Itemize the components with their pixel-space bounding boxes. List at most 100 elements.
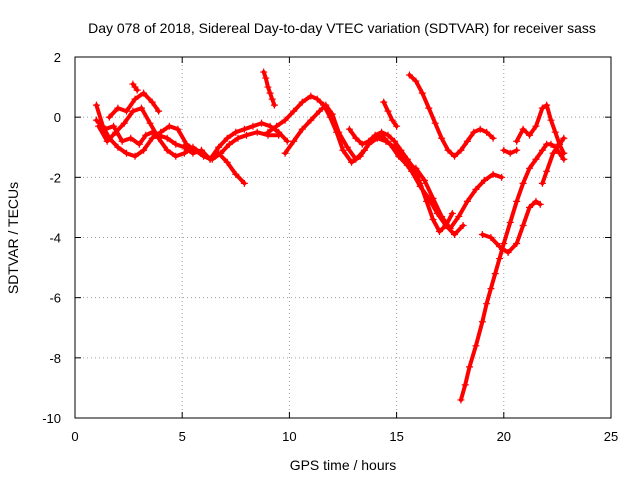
data-point-marker — [127, 134, 135, 142]
y-tick-label: 2 — [54, 50, 61, 65]
data-point-marker — [463, 197, 471, 205]
data-point-marker — [114, 104, 122, 112]
data-point-marker — [232, 170, 240, 178]
data-point-marker — [328, 110, 336, 118]
data-point-marker — [343, 143, 351, 151]
data-point-marker — [315, 107, 323, 115]
data-point-marker — [163, 146, 171, 154]
data-point-marker — [273, 122, 281, 130]
data-point-marker — [182, 140, 190, 148]
x-tick-label: 0 — [71, 429, 78, 444]
data-point-marker — [348, 158, 356, 166]
data-point-marker — [532, 122, 540, 130]
data-point-marker — [455, 212, 463, 220]
data-point-marker — [352, 134, 360, 142]
data-point-marker — [442, 221, 450, 229]
data-point-marker — [223, 158, 231, 166]
data-point-marker — [472, 342, 480, 350]
data-point-marker — [371, 131, 379, 139]
data-point-marker — [506, 218, 514, 226]
data-point-marker — [500, 146, 508, 154]
data-point-marker — [197, 149, 205, 157]
series-sat-k — [405, 71, 497, 160]
data-point-marker — [418, 89, 426, 97]
chart-title: Day 078 of 2018, Sidereal Day-to-day VTE… — [88, 20, 596, 36]
data-point-marker — [386, 140, 394, 148]
x-tick-label: 5 — [179, 429, 186, 444]
data-point-marker — [380, 98, 388, 106]
data-point-marker — [148, 98, 156, 106]
data-point-marker — [483, 300, 491, 308]
data-point-marker — [519, 179, 527, 187]
series-sat-c — [95, 104, 291, 163]
series-sat-n — [500, 146, 521, 157]
data-point-marker — [547, 140, 555, 148]
data-point-marker — [365, 137, 373, 145]
data-point-marker — [206, 155, 214, 163]
data-point-marker — [135, 140, 143, 148]
data-point-marker — [268, 95, 276, 103]
data-point-marker — [223, 134, 231, 142]
data-point-marker — [538, 179, 546, 187]
data-point-marker — [496, 255, 504, 263]
data-point-marker — [465, 363, 473, 371]
data-point-marker — [122, 149, 130, 157]
data-point-marker — [290, 137, 298, 145]
series-sat-l — [457, 140, 568, 404]
series-sat-p — [538, 134, 568, 187]
y-tick-label: -6 — [49, 291, 61, 306]
data-point-marker — [438, 212, 446, 220]
data-point-marker — [253, 128, 261, 136]
data-point-marker — [498, 173, 506, 181]
data-point-marker — [352, 155, 360, 163]
data-point-marker — [489, 170, 497, 178]
data-point-marker — [478, 230, 486, 238]
series-sat-h — [281, 101, 506, 232]
data-point-marker — [538, 104, 546, 112]
data-point-marker — [481, 176, 489, 184]
x-tick-label: 20 — [497, 429, 511, 444]
data-point-marker — [549, 149, 557, 157]
data-point-marker — [532, 155, 540, 163]
data-point-marker — [129, 107, 137, 115]
y-tick-label: 0 — [54, 110, 61, 125]
data-point-marker — [513, 146, 521, 154]
data-point-marker — [431, 119, 439, 127]
data-point-marker — [165, 122, 173, 130]
data-point-marker — [120, 119, 128, 127]
data-point-marker — [489, 134, 497, 142]
data-point-marker — [556, 140, 564, 148]
data-point-marker — [131, 95, 139, 103]
data-point-marker — [412, 77, 420, 85]
data-point-marker — [358, 140, 366, 148]
data-point-marker — [560, 149, 568, 157]
y-axis-label: SDTVAR / TECUs — [5, 182, 21, 294]
data-point-marker — [270, 101, 278, 109]
data-point-marker — [450, 230, 458, 238]
data-point-marker — [393, 122, 401, 130]
data-point-marker — [384, 131, 392, 139]
y-tick-label: -4 — [49, 231, 61, 246]
series-trace — [381, 100, 399, 129]
data-point-marker — [322, 101, 330, 109]
data-point-marker — [172, 140, 180, 148]
data-point-marker — [249, 122, 257, 130]
data-point-marker — [519, 125, 527, 133]
data-point-marker — [345, 125, 353, 133]
data-point-marker — [457, 146, 465, 154]
data-point-marker — [142, 131, 150, 139]
data-point-marker — [397, 146, 405, 154]
series-sat-e — [129, 80, 141, 94]
data-point-marker — [172, 152, 180, 160]
y-tick-label: -2 — [49, 170, 61, 185]
data-point-marker — [496, 243, 504, 251]
data-point-marker — [483, 128, 491, 136]
data-point-marker — [118, 137, 126, 145]
data-point-marker — [560, 134, 568, 142]
data-point-marker — [543, 167, 551, 175]
data-point-marker — [240, 125, 248, 133]
data-point-marker — [360, 146, 368, 154]
data-point-marker — [155, 134, 163, 142]
